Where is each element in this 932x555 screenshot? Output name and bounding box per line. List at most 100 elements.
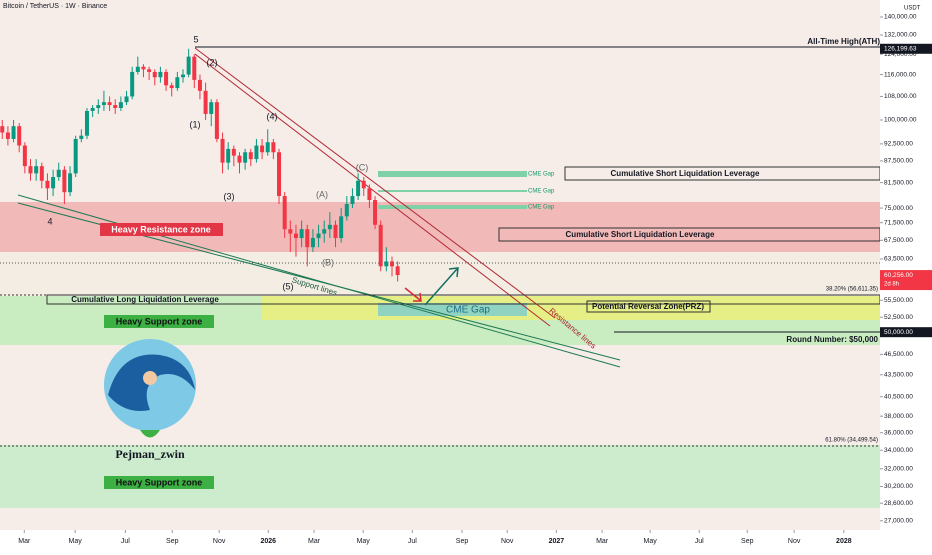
label-bg [104, 315, 214, 328]
candle-body [243, 152, 248, 163]
candle-body [350, 196, 355, 205]
candle-body [101, 102, 106, 106]
x-tick-label: Nov [788, 538, 801, 545]
price-label: 50,000.00 [884, 329, 913, 336]
candle-body [192, 56, 197, 80]
y-tick-label: 46,500.00 [884, 351, 913, 358]
x-tick-label: Jul [408, 538, 417, 545]
candle-body [367, 188, 372, 201]
candle-body [203, 90, 208, 114]
candle-body [5, 132, 10, 139]
x-tick-label: Jul [695, 538, 704, 545]
candle-body [389, 261, 394, 267]
x-tick-label: Mar [308, 538, 321, 545]
candle-body [158, 71, 163, 78]
price-label-bg [880, 327, 932, 338]
arrow [404, 287, 422, 302]
resistance-line [194, 53, 551, 327]
price-label-bg [880, 43, 932, 54]
candle-body [84, 110, 89, 136]
candle-body [68, 173, 73, 193]
candle-body [231, 148, 236, 156]
candle-body [164, 71, 169, 86]
wave-label: (4) [267, 111, 278, 121]
label-bg [100, 223, 223, 236]
y-tick-label: 38,000.00 [884, 413, 913, 420]
candle-body [333, 224, 338, 239]
axis-bg [0, 530, 932, 550]
annotation: Heavy Support zone [116, 477, 203, 487]
annotation: 38.20% (56,611.35) [826, 287, 878, 293]
candle-body [90, 107, 95, 111]
x-tick-label: Sep [456, 538, 469, 545]
y-tick-label: 67,500.00 [884, 237, 913, 244]
candle-body [282, 196, 287, 230]
candle-body [118, 102, 123, 108]
candle-body [113, 105, 118, 108]
y-tick-label: 34,000.00 [884, 447, 913, 454]
cme-gap [378, 171, 527, 177]
candle-body [322, 229, 327, 234]
candle-body [135, 66, 140, 72]
x-tick-label: Mar [18, 538, 31, 545]
chart-title: Bitcoin / TetherUS · 1W · Binance [3, 3, 107, 10]
wave-label: (A) [316, 189, 328, 199]
label-bg [104, 476, 214, 489]
wave-label: 4 [47, 216, 52, 226]
price-label: 60,256.00 [884, 272, 913, 279]
candle-body [28, 166, 33, 174]
y-tick-label: 27,000.00 [884, 518, 913, 525]
y-tick-label: 71,500.00 [884, 219, 913, 226]
x-tick-label: May [357, 538, 371, 545]
candle-body [186, 56, 191, 75]
price-label-sub: 2d 8h [884, 282, 899, 288]
candle-body [62, 169, 67, 193]
annotation: Cumulative Short Liquidation Leverage [611, 169, 760, 178]
annotation: Pejman_zwin [115, 447, 185, 461]
candle-body [226, 148, 231, 163]
annotation: CME Gap [446, 305, 490, 316]
candle-body [277, 152, 282, 197]
prz-zone [262, 296, 880, 320]
candle-body [73, 138, 78, 174]
annotation: CME Gap [528, 189, 555, 195]
y-tick-label: 92,500.00 [884, 141, 913, 148]
wave-label: (C) [356, 162, 369, 172]
annotation: Heavy Support zone [116, 316, 203, 326]
y-tick-label: 75,000.00 [884, 205, 913, 212]
candle-body [373, 200, 378, 225]
cme-gap [378, 190, 527, 192]
candle-body [17, 126, 22, 146]
candle-body [384, 261, 389, 267]
candle-body [327, 224, 332, 230]
candle-body [305, 229, 310, 248]
candle-body [339, 216, 344, 239]
y-tick-label: 28,600.00 [884, 500, 913, 507]
annotation: Cumulative Long Liquidation Leverage [71, 295, 219, 304]
x-tick-label: May [69, 538, 83, 545]
candle-body [260, 145, 265, 153]
y-tick-label: 43,500.00 [884, 372, 913, 379]
candle-body [395, 266, 400, 276]
candle-body [344, 204, 349, 217]
annotation: Round Number: $50,000 [786, 335, 878, 344]
candle-body [147, 69, 152, 72]
x-tick-label: 2027 [549, 538, 565, 545]
candle-body [209, 102, 214, 114]
candle-body [124, 96, 129, 103]
resistance-line [194, 47, 556, 319]
arrow [424, 267, 459, 306]
y-tick-label: 108,000.00 [884, 93, 917, 100]
x-tick-label: Jul [121, 538, 130, 545]
candle-body [220, 138, 225, 163]
candle-body [79, 135, 84, 139]
y-tick-label: 132,000.00 [884, 32, 917, 39]
y-tick-label: 81,500.00 [884, 179, 913, 186]
price-label: 126,199.63 [884, 45, 917, 52]
annotation: Cumulative Short Liquidation Leverage [566, 230, 715, 239]
candle-body [181, 74, 186, 78]
currency: USDT [904, 6, 921, 12]
box [586, 300, 711, 313]
y-tick-label: 140,000.00 [884, 14, 917, 21]
annotation: All-Time High(ATH) [807, 37, 880, 46]
